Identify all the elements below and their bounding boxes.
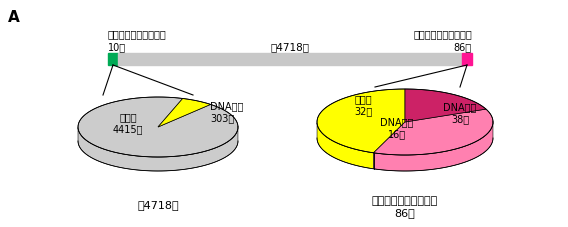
Polygon shape [374,123,493,171]
Polygon shape [405,90,486,122]
Text: 全4718株: 全4718株 [137,199,179,209]
Polygon shape [78,98,238,157]
Text: その他
4415株: その他 4415株 [113,112,143,133]
Polygon shape [374,110,493,155]
Polygon shape [317,123,374,169]
Polygon shape [78,128,238,171]
Text: その他
32株: その他 32株 [354,94,372,115]
Text: DNA関連
16株: DNA関連 16株 [381,117,414,138]
Polygon shape [158,99,211,127]
Bar [462,54,472,66]
Bar [118,54,462,66]
Bar [108,54,118,66]
Text: 全4718株: 全4718株 [270,42,310,52]
Text: 核分裂前の芽が大きい
86株: 核分裂前の芽が大きい 86株 [414,30,472,52]
Text: DNA代謝
303株: DNA代謝 303株 [210,101,243,122]
Text: 核分裂前の芽が小さい
10株: 核分裂前の芽が小さい 10株 [108,30,167,52]
Text: DNA代謝
38株: DNA代謝 38株 [443,102,477,123]
Text: 核分裂前の芽が大きい
86株: 核分裂前の芽が大きい 86株 [372,195,438,217]
Text: A: A [8,10,20,25]
Polygon shape [317,90,405,153]
